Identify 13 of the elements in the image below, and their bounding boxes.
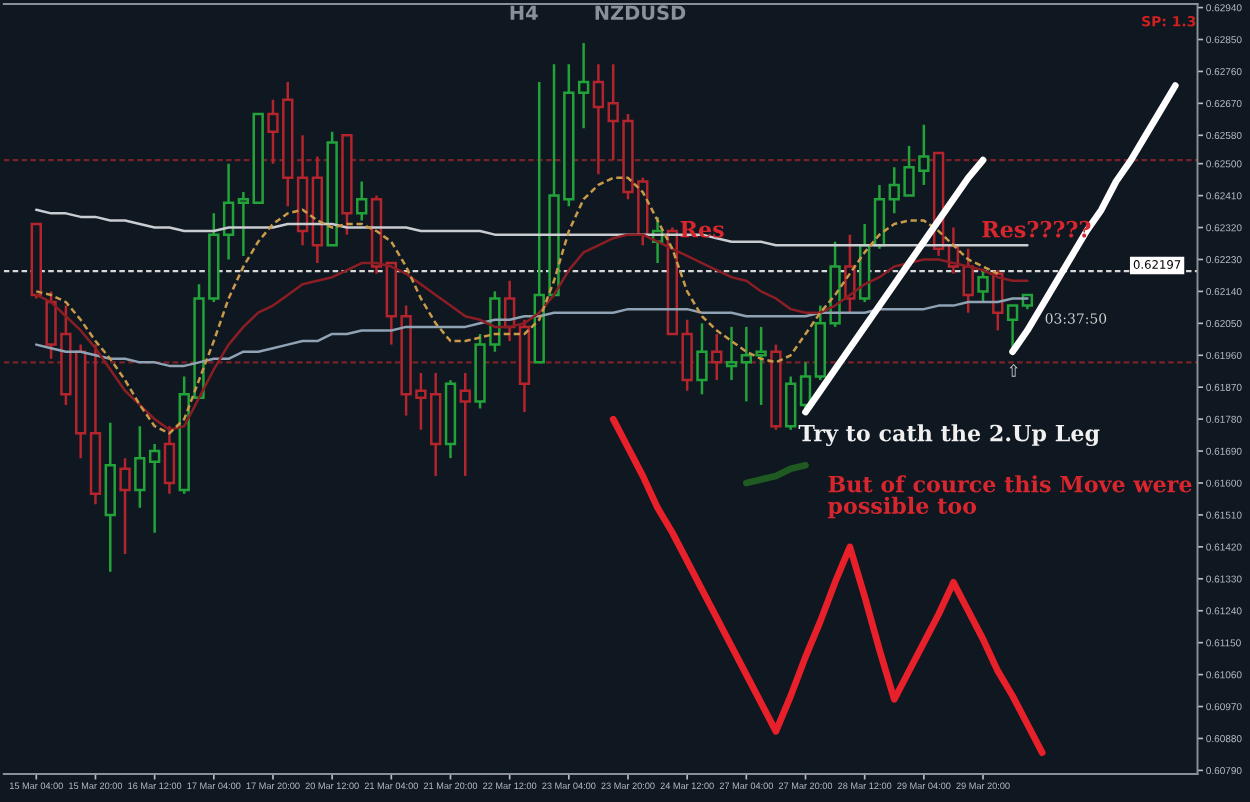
candlestick bbox=[222, 162, 235, 261]
line-series bbox=[742, 461, 809, 487]
candlestick bbox=[799, 361, 812, 414]
annotation: Try to cath the 2.Up Leg bbox=[798, 424, 1100, 447]
candlestick bbox=[725, 325, 738, 382]
annotation: Res bbox=[680, 221, 724, 238]
candlestick bbox=[163, 424, 176, 495]
candlestick bbox=[592, 63, 605, 176]
annotation: H4 bbox=[510, 5, 538, 20]
candlestick bbox=[1006, 304, 1019, 353]
annotation: But of cource this Move were possible too bbox=[827, 475, 1192, 519]
annotation: ⇧ bbox=[1009, 364, 1018, 377]
annotation: NZDUSD bbox=[595, 5, 686, 21]
